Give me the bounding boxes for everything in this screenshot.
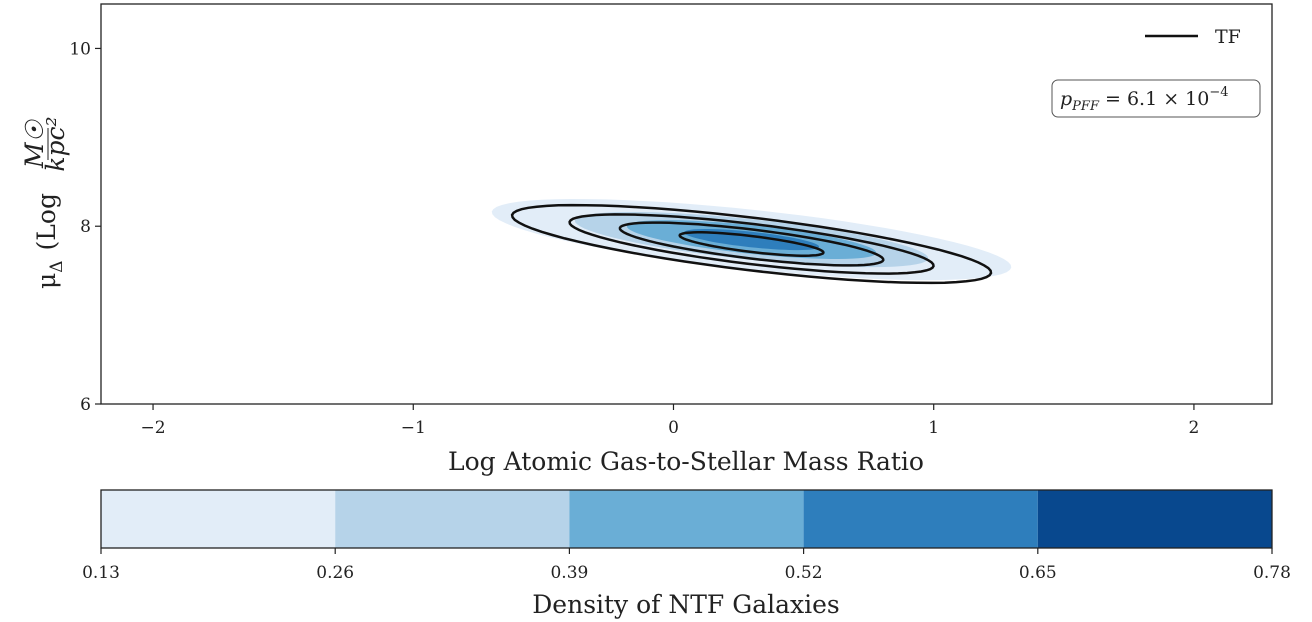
annotation-sub: PFF	[1071, 99, 1100, 114]
colorbar-cell-2	[335, 490, 570, 548]
colorbar-tick-label: 0.78	[1253, 563, 1291, 583]
y-axis-subscript: Δ	[47, 260, 67, 272]
y-axis-title-symbol: μΔ (Log	[32, 193, 67, 289]
colorbar-tick-label: 0.65	[1019, 563, 1057, 583]
legend-label-tf: TF	[1215, 26, 1241, 48]
y-axis-log: Log	[32, 193, 61, 241]
colorbar-frame	[100, 489, 1273, 549]
colorbar-tick-label: 0.39	[550, 563, 588, 583]
x-tick-label: 0	[668, 418, 679, 438]
y-tick-label: 6	[80, 395, 91, 415]
x-tick-label: 1	[928, 418, 939, 438]
tf-contours	[510, 203, 993, 285]
plot-frame	[100, 3, 1273, 405]
colorbar-tick-label: 0.52	[785, 563, 823, 583]
tf-contour-level-4	[678, 231, 825, 257]
y-axis-paren-open: (	[32, 241, 61, 251]
colorbar-tick-label: 0.13	[82, 563, 120, 583]
x-axis-ticks: −2 −1 0 1 2	[141, 404, 1200, 438]
colorbar-cells	[101, 490, 1272, 548]
colorbar-cell-1	[101, 490, 336, 548]
x-tick-label: −1	[401, 418, 426, 438]
annotation-rest: = 6.1 × 10	[1099, 88, 1209, 110]
y-axis-title: μΔ (Log M☉ kpc²	[20, 116, 70, 289]
colorbar-cell-4	[803, 490, 1038, 548]
y-tick-label: 10	[69, 39, 91, 59]
x-tick-label: −2	[141, 418, 166, 438]
colorbar-tick-label: 0.26	[316, 563, 354, 583]
colorbar: 0.13 0.26 0.39 0.52 0.65 0.78 Density of NTF …	[82, 489, 1291, 619]
y-tick-label: 8	[80, 217, 91, 237]
annotation-text: pPFF = 6.1 × 10−4	[1060, 85, 1229, 114]
legend: TF	[1145, 26, 1241, 48]
tf-contour-level-3	[618, 221, 885, 267]
filled-contours	[491, 199, 1012, 281]
annotation-base: p	[1060, 88, 1072, 110]
annotation-box	[1051, 79, 1261, 118]
y-axis-frac-num: M☉	[20, 118, 49, 169]
colorbar-title: Density of NTF Galaxies	[532, 590, 839, 619]
x-tick-label: 2	[1189, 418, 1200, 438]
annotation-sup: −4	[1209, 85, 1228, 100]
tf-contour-level-2	[568, 213, 935, 275]
tf-contour-level-1	[510, 203, 993, 285]
colorbar-cell-5	[1037, 490, 1272, 548]
y-axis-frac-den: kpc²	[41, 116, 70, 171]
plot-area: −2 −1 0 1 2 6 8 10	[69, 3, 1273, 438]
y-axis-ticks: 6 8 10	[69, 39, 101, 415]
p-value-annotation: pPFF = 6.1 × 10−4	[1051, 79, 1261, 118]
colorbar-cell-3	[569, 490, 804, 548]
x-axis-title: Log Atomic Gas-to-Stellar Mass Ratio	[448, 447, 924, 476]
ntf-density-level-4	[684, 229, 820, 251]
y-axis-symbol: μ	[32, 273, 61, 289]
colorbar-ticks: 0.13 0.26 0.39 0.52 0.65 0.78	[82, 548, 1291, 583]
